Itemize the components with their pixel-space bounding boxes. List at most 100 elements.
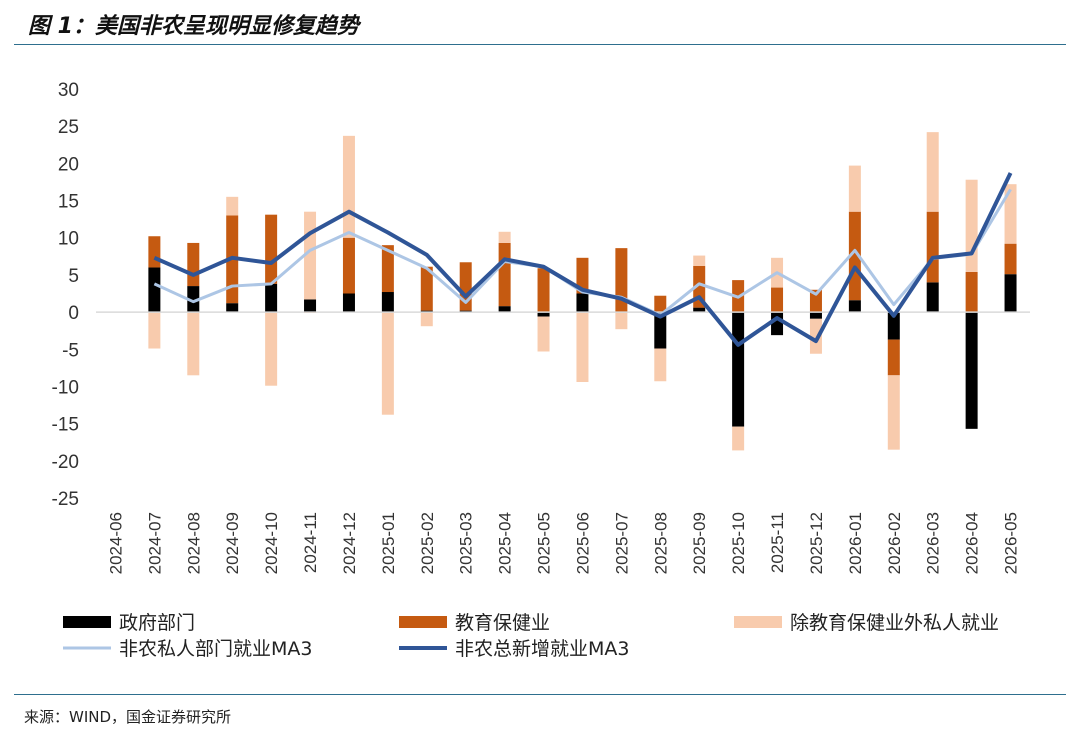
title-rule	[14, 44, 1066, 45]
bar-segment	[654, 348, 667, 382]
bar-segment	[576, 293, 589, 313]
x-tick-label: 2024-06	[106, 512, 125, 574]
bar-segment	[226, 196, 239, 216]
source-rule	[14, 694, 1066, 695]
bar-segment	[848, 211, 861, 301]
bar-segment	[420, 312, 433, 327]
x-tick-label: 2025-04	[496, 512, 515, 574]
series-line	[153, 172, 1013, 347]
bar-segment	[965, 271, 978, 313]
bar-segment	[926, 132, 939, 212]
x-tick-label: 2025-01	[379, 512, 398, 574]
bar-segment	[693, 255, 706, 266]
bar-segment	[615, 312, 628, 330]
x-tick-label: 2025-03	[457, 512, 476, 574]
x-tick-label: 2026-05	[1002, 512, 1021, 574]
x-tick-label: 2026-01	[846, 512, 865, 574]
bar-segment	[381, 292, 394, 313]
y-tick-label: 5	[68, 266, 79, 287]
x-tick-label: 2025-06	[573, 512, 592, 574]
bar-segment	[498, 242, 511, 307]
figure-title: 图 1：美国非农呈现明显修复趋势	[28, 14, 359, 39]
x-axis-ticks: 2024-06 2024-07 2024-08 2024-09 2024-10 2024-…	[106, 512, 1020, 574]
x-tick-label: 2025-09	[690, 512, 709, 574]
x-tick-label: 2025-10	[729, 512, 748, 574]
x-tick-label: 2024-07	[145, 512, 164, 574]
x-tick-label: 2024-12	[340, 512, 359, 574]
bar-segment	[537, 312, 550, 317]
bar-segment	[148, 312, 161, 349]
bar-segment	[848, 165, 861, 212]
bar-segment	[1004, 243, 1017, 275]
bar-segment	[654, 312, 667, 349]
bar-segment	[381, 312, 394, 415]
y-tick-label: -25	[52, 489, 79, 510]
bar-segment	[498, 231, 511, 243]
bar-segment	[537, 268, 550, 313]
legend-label: 教育保健业	[455, 612, 550, 634]
bar-segment	[926, 282, 939, 313]
bar-segment	[848, 300, 861, 313]
x-tick-label: 2025-12	[807, 512, 826, 574]
bar-segment	[965, 312, 978, 429]
source-note: 来源：WIND，国金证券研究所	[24, 708, 232, 726]
bar-segment	[576, 257, 589, 294]
bar-segment	[576, 312, 589, 382]
bar-segment	[187, 312, 200, 376]
legend-swatch	[734, 616, 782, 628]
series-line	[153, 188, 1012, 317]
y-tick-label: -10	[52, 377, 79, 398]
bar-segment	[187, 286, 200, 313]
bar-segment	[498, 306, 511, 313]
legend-swatch	[63, 616, 111, 628]
bar-segment	[1004, 274, 1017, 313]
x-tick-label: 2025-11	[768, 512, 787, 573]
bar-segment	[537, 316, 550, 352]
bar-segment	[226, 303, 239, 313]
y-tick-label: 30	[58, 80, 79, 101]
bar-segment	[809, 312, 822, 319]
bar-segment	[342, 237, 355, 294]
bar-segment	[265, 283, 278, 313]
x-tick-label: 2024-09	[223, 512, 242, 574]
y-tick-label: 20	[58, 154, 79, 175]
bar-segment	[187, 242, 200, 287]
y-tick-label: 25	[58, 117, 79, 138]
line-series	[153, 172, 1013, 347]
bar-segment	[732, 312, 745, 427]
y-tick-label: 15	[58, 192, 79, 213]
y-tick-label: -20	[52, 452, 79, 473]
bar-segment	[732, 426, 745, 451]
bar-segment	[809, 318, 822, 354]
y-tick-label: -15	[52, 415, 79, 436]
y-axis-ticks: 30 25 20 15 10 5 0 -5 -10 -15 -20 -25	[52, 80, 79, 510]
bar-segment	[887, 339, 900, 376]
bar-segment	[420, 266, 433, 311]
bar-segment	[654, 295, 667, 313]
legend-label: 非农总新增就业MA3	[455, 638, 629, 660]
bar-segment	[148, 236, 161, 268]
bar-segment	[887, 375, 900, 450]
x-tick-label: 2026-04	[963, 512, 982, 574]
x-tick-label: 2025-07	[612, 512, 631, 574]
bar-segment	[342, 135, 355, 238]
x-tick-label: 2025-02	[418, 512, 437, 574]
bar-segment	[887, 312, 900, 340]
legend-label: 非农私人部门就业MA3	[119, 638, 312, 660]
x-tick-label: 2024-08	[184, 512, 203, 574]
x-tick-label: 2026-03	[924, 512, 943, 574]
bar-segment	[809, 289, 822, 313]
legend-label: 政府部门	[119, 612, 195, 634]
x-tick-label: 2024-10	[262, 512, 281, 574]
bar-segment	[1004, 184, 1017, 244]
y-tick-label: 10	[58, 229, 79, 250]
x-tick-label: 2025-08	[651, 512, 670, 574]
bar-segment	[771, 312, 784, 336]
bar-segment	[342, 293, 355, 313]
bar-segment	[265, 214, 278, 284]
legend-swatch	[399, 616, 447, 628]
bar-segment	[965, 179, 978, 272]
x-tick-label: 2026-02	[885, 512, 904, 574]
bar-segment	[265, 312, 278, 386]
